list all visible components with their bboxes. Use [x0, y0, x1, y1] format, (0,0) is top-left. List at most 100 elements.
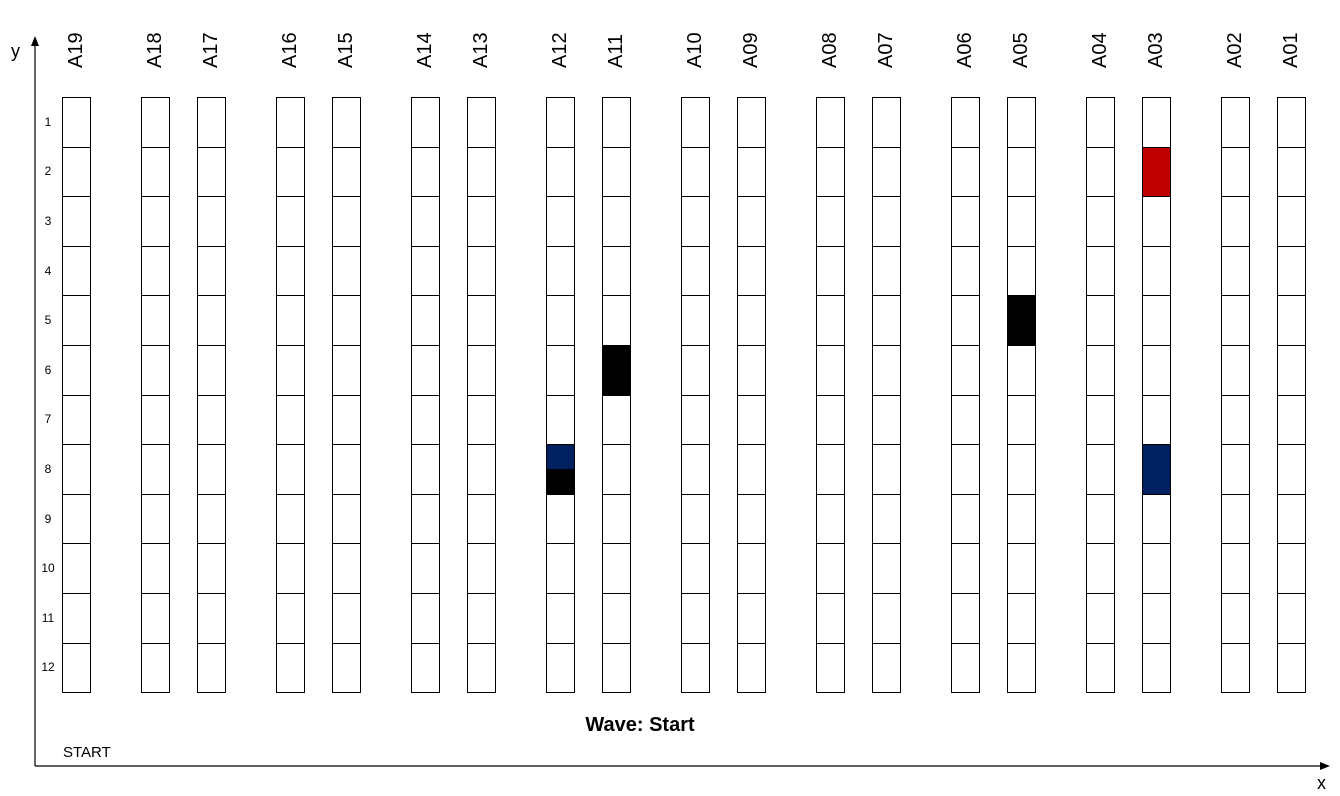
bin-cell [141, 295, 170, 346]
bin-cell [1007, 345, 1036, 396]
row-label-3: 3 [44, 214, 52, 228]
bin-cell [1086, 642, 1115, 694]
bin-cell [197, 493, 226, 545]
bin-cell [276, 394, 305, 446]
row-label-10: 10 [41, 561, 55, 576]
bin-cell [467, 444, 496, 495]
bin-cell [1277, 146, 1306, 198]
bin-cell [1086, 593, 1115, 644]
row-label-12: 12 [41, 660, 55, 675]
bin-cell [1142, 493, 1171, 545]
column-label-a11: A11 [605, 33, 627, 68]
bin-cell [276, 97, 305, 148]
bin-cell [816, 394, 845, 446]
bin-cell [546, 196, 575, 247]
bin-cell [197, 543, 226, 594]
bin-cell [62, 593, 91, 644]
bin-cell [737, 444, 766, 495]
bin-cell [467, 345, 496, 396]
bin-cell [602, 394, 631, 446]
bin-cell [1086, 97, 1115, 148]
bin-cell [1221, 493, 1250, 545]
bin-cell [197, 97, 226, 148]
bin-cell [62, 245, 91, 297]
bin-cell [1142, 345, 1171, 396]
bin-cell [141, 146, 170, 198]
bin-cell [1142, 394, 1171, 446]
column-label-a10: A10 [684, 32, 706, 68]
bin-cell [816, 146, 845, 198]
bin-cell [951, 444, 980, 495]
bin-cell [332, 543, 361, 594]
bin-cell [737, 345, 766, 396]
bin-cell [1007, 196, 1036, 247]
bin-cell [681, 245, 710, 297]
bin-cell [602, 146, 631, 198]
bin-cell [546, 593, 575, 644]
bin-cell [737, 295, 766, 346]
bin-cell [872, 444, 901, 495]
y-axis-label: y [11, 41, 20, 61]
bin-cell [467, 543, 496, 594]
column-label-a18: A18 [144, 32, 166, 68]
bin-cell [951, 97, 980, 148]
bin-cell [1007, 444, 1036, 495]
bin-cell [141, 245, 170, 297]
y-axis-arrow [31, 36, 39, 46]
row-label-9: 9 [44, 511, 52, 526]
bin-cell [951, 543, 980, 594]
bin-cell [681, 444, 710, 495]
bin-cell [197, 245, 226, 297]
bin-cell [546, 345, 575, 396]
bin-cell [872, 345, 901, 396]
row-label-6: 6 [44, 362, 52, 377]
bin-cell [276, 593, 305, 644]
bin-cell [332, 345, 361, 396]
bin-cell [1142, 196, 1171, 247]
marked-cell-a12-row-8 [546, 469, 575, 495]
column-label-a07: A07 [875, 32, 897, 68]
bin-cell [816, 493, 845, 545]
bin-cell [1221, 593, 1250, 644]
bin-cell [411, 642, 440, 694]
bin-cell [872, 196, 901, 247]
bin-cell [1221, 97, 1250, 148]
bin-cell [332, 245, 361, 297]
bin-cell [872, 146, 901, 198]
bin-cell [1086, 394, 1115, 446]
bin-cell [1277, 493, 1306, 545]
bin-cell [197, 345, 226, 396]
wave-label: Wave: Start [585, 714, 695, 736]
column-label-a16: A16 [279, 32, 301, 68]
bin-cell [1086, 543, 1115, 594]
bin-cell [62, 196, 91, 247]
marked-cell-a03-row-2 [1142, 146, 1171, 198]
bin-cell [816, 345, 845, 396]
bin-cell [737, 543, 766, 594]
bin-cell [872, 543, 901, 594]
bin-cell [737, 493, 766, 545]
column-label-a17: A17 [200, 32, 222, 68]
bin-cell [737, 146, 766, 198]
bin-cell [951, 642, 980, 694]
bin-cell [197, 146, 226, 198]
bin-cell [276, 295, 305, 346]
bin-cell [872, 394, 901, 446]
bin-cell [951, 593, 980, 644]
bin-cell [276, 642, 305, 694]
bin-cell [1277, 345, 1306, 396]
bin-cell [681, 345, 710, 396]
row-label-5: 5 [44, 313, 52, 328]
bin-cell [141, 97, 170, 148]
column-label-a03: A03 [1145, 32, 1167, 68]
bin-cell [681, 642, 710, 694]
column-label-a01: A01 [1280, 32, 1302, 68]
bin-cell [737, 394, 766, 446]
bin-cell [62, 444, 91, 495]
bin-cell [332, 394, 361, 446]
row-label-1: 1 [44, 114, 52, 129]
column-label-a08: A08 [819, 32, 841, 68]
bin-cell [1007, 543, 1036, 594]
bin-cell [737, 642, 766, 694]
